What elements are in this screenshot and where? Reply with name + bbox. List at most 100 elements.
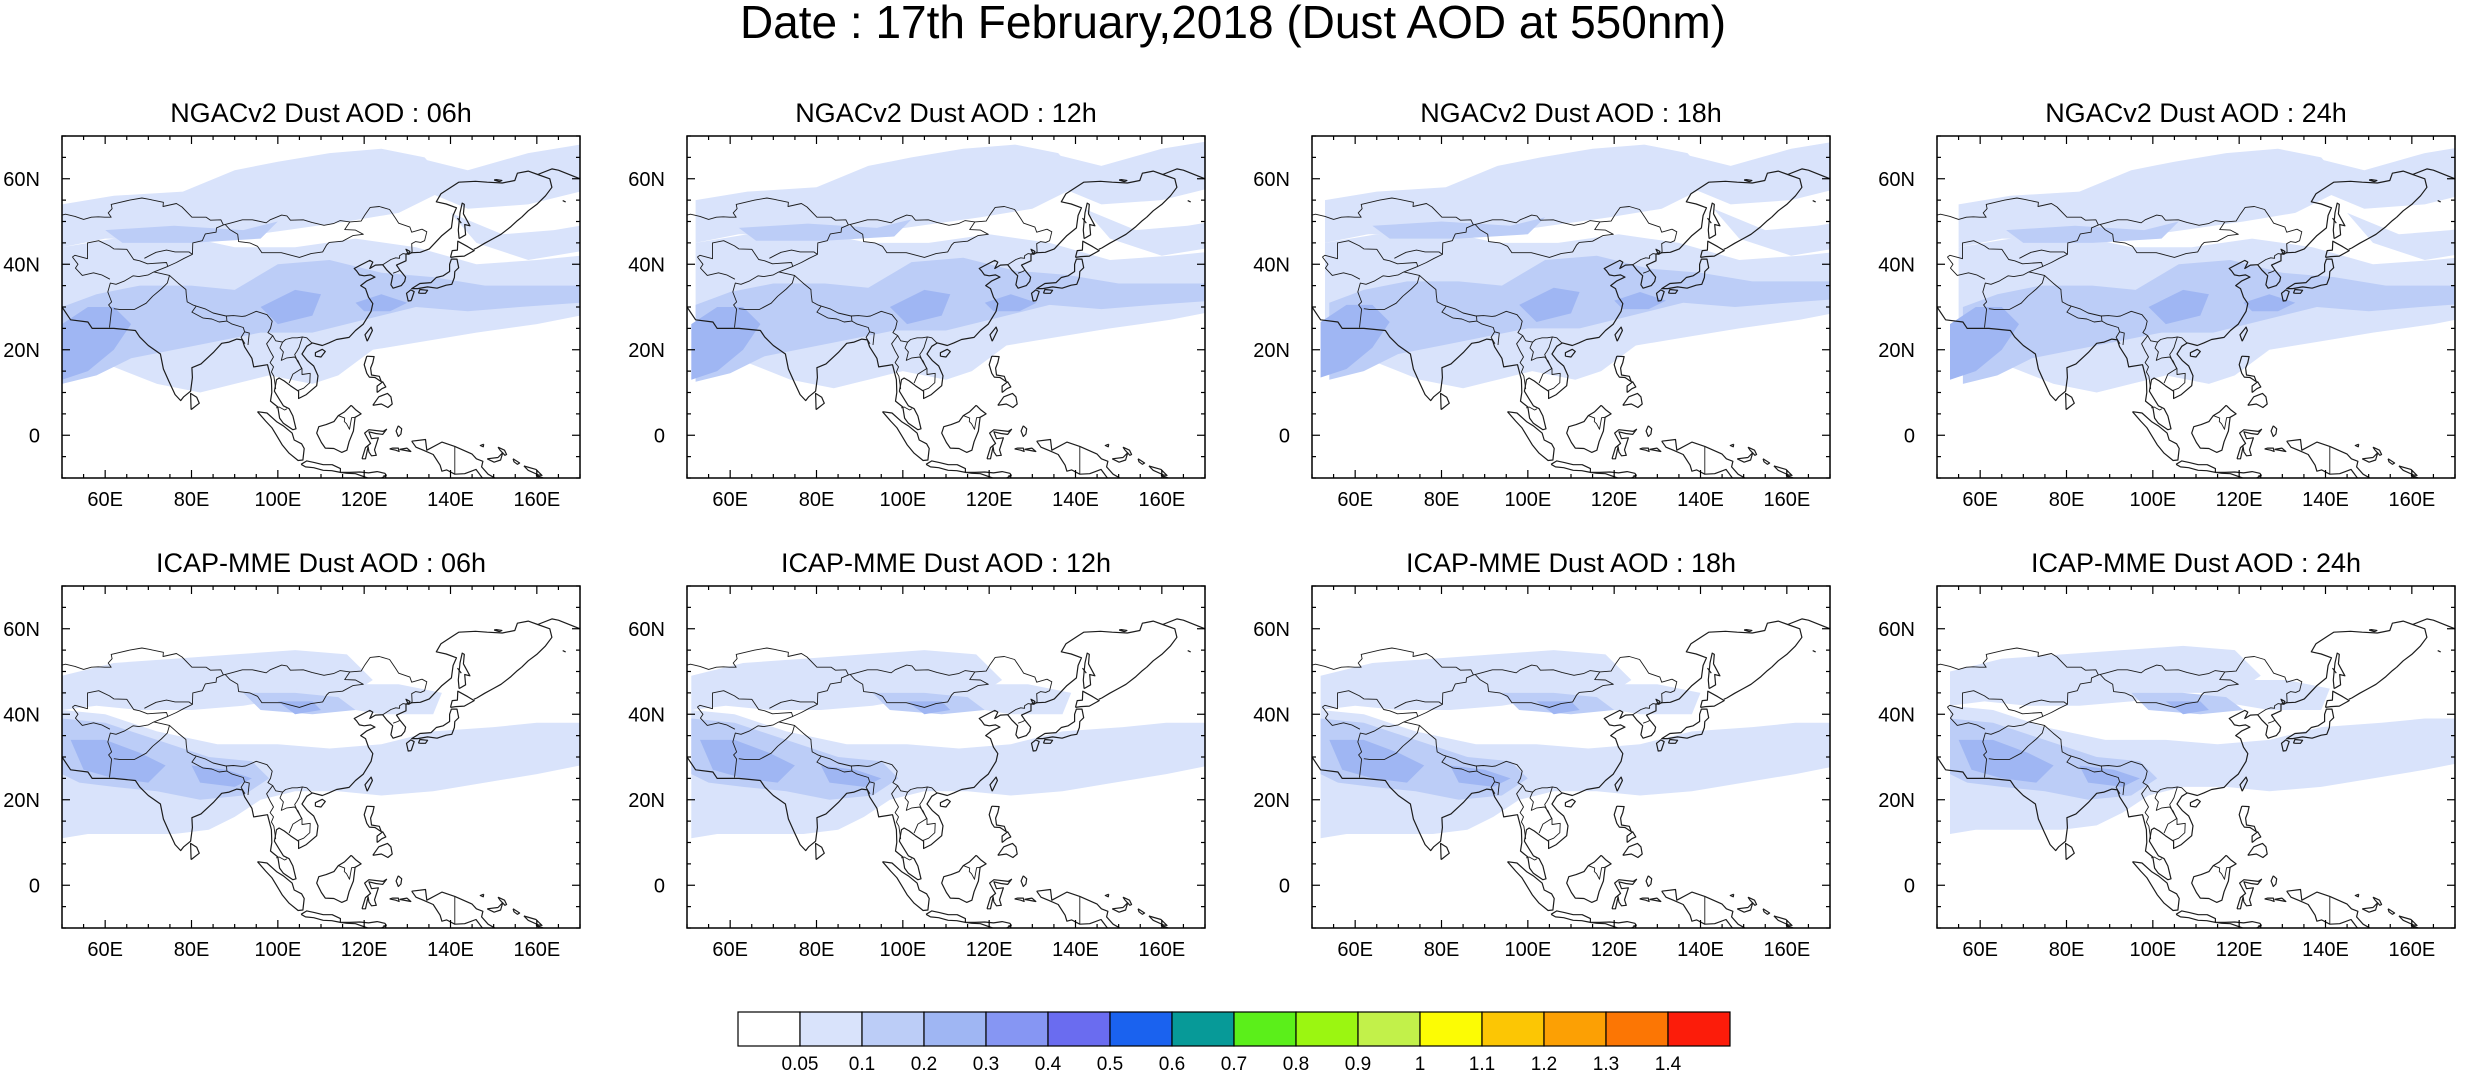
country-border xyxy=(2044,725,2188,794)
coastline xyxy=(479,893,485,898)
colorbar-label: 0.8 xyxy=(1283,1054,1309,1071)
coastline xyxy=(1122,446,1133,456)
colorbar-swatch xyxy=(1667,1011,1731,1047)
coastline xyxy=(1707,217,1712,224)
country-border xyxy=(2042,674,2099,717)
lat-tick-label: 0 xyxy=(29,425,40,447)
colorbar-swatch xyxy=(737,1011,801,1047)
lon-tick-label: 120E xyxy=(1591,939,1638,961)
coastline xyxy=(1137,458,1146,465)
country-border xyxy=(1419,275,1563,344)
coastline xyxy=(1042,288,1054,294)
coastline xyxy=(1613,355,1633,383)
country-border xyxy=(848,656,1053,705)
coastline xyxy=(1937,168,2455,431)
map-panel-2: 60E 80E 100E 120E 140E 160E 60N 40N 20N 0 NGACv2 D… xyxy=(628,98,1206,511)
coastline xyxy=(411,258,460,290)
coastline xyxy=(316,854,362,904)
coastline xyxy=(2247,842,2268,859)
coastline xyxy=(2286,708,2335,740)
country-border xyxy=(1494,331,1500,346)
aod-shade-strong xyxy=(260,289,321,325)
country-border xyxy=(1947,256,1986,280)
lon-tick-label: 140E xyxy=(1052,489,1099,511)
coastline xyxy=(497,446,508,456)
coastline xyxy=(1098,216,1148,250)
coastline xyxy=(2191,854,2237,904)
coastline xyxy=(1098,666,1148,700)
coastline xyxy=(389,447,400,453)
coastline xyxy=(523,915,543,927)
coastline xyxy=(473,666,523,700)
country-border xyxy=(72,690,169,723)
country-border xyxy=(1947,690,2044,723)
lon-tick-label: 140E xyxy=(1677,489,1724,511)
coastline xyxy=(2280,289,2290,302)
aod-shade-light xyxy=(2295,148,2455,209)
coastline xyxy=(941,404,987,453)
country-border xyxy=(792,224,849,267)
coastline xyxy=(190,842,200,861)
lon-tick-label: 160E xyxy=(2388,939,2435,961)
country-border xyxy=(1017,719,1026,724)
coastline xyxy=(939,798,951,808)
coastline xyxy=(372,392,393,409)
country-border xyxy=(792,674,849,717)
coastline xyxy=(1507,411,1555,462)
lat-tick-label: 40N xyxy=(628,704,665,726)
lon-tick-label: 100E xyxy=(1504,489,1551,511)
aod-shade-strong xyxy=(2148,289,2209,325)
country-border xyxy=(392,719,401,724)
country-border xyxy=(1947,240,2044,273)
aod-shade-light xyxy=(1032,141,1205,205)
coastline xyxy=(2251,831,2262,843)
coastline xyxy=(457,202,471,240)
country-border xyxy=(1937,197,2099,226)
country-border xyxy=(1982,271,2045,328)
coastline xyxy=(2132,411,2180,462)
colorbar-swatch xyxy=(1543,1011,1607,1047)
country-border xyxy=(2099,671,2239,708)
aod-shade-medium xyxy=(738,219,912,241)
lon-tick-label: 60E xyxy=(1962,489,1998,511)
coastline xyxy=(1030,698,1036,705)
lon-tick-label: 100E xyxy=(254,939,301,961)
coastline xyxy=(2286,438,2372,478)
coastline xyxy=(1566,404,1612,453)
coastline xyxy=(1771,173,1803,218)
country-border xyxy=(1007,253,1035,266)
coastline xyxy=(1645,425,1653,438)
coastline xyxy=(2439,481,2441,482)
coastline xyxy=(405,739,415,752)
aod-shade-medium xyxy=(1962,260,2455,384)
lat-tick-label: 20N xyxy=(3,790,40,812)
country-border xyxy=(223,206,428,255)
coastline xyxy=(1773,465,1793,476)
country-border xyxy=(1525,406,1538,411)
country-border xyxy=(2042,224,2099,267)
country-border xyxy=(275,856,288,861)
coastline xyxy=(1148,915,1168,927)
country-border xyxy=(1632,253,1660,266)
coastline xyxy=(1564,798,1576,808)
country-border xyxy=(226,320,246,345)
colorbar-label: 0.4 xyxy=(1035,1054,1062,1071)
aod-shade-strong xyxy=(700,739,795,783)
coastline xyxy=(1614,776,1624,792)
coastline xyxy=(1814,481,1816,482)
coastline xyxy=(1747,896,1758,906)
coastline xyxy=(395,425,403,438)
aod-field xyxy=(1950,148,2455,393)
coastline xyxy=(1785,474,1794,478)
aod-shade-light xyxy=(2347,212,2455,260)
lat-tick-label: 20N xyxy=(628,340,665,362)
country-border xyxy=(2019,699,2068,709)
coastline xyxy=(1655,698,1661,705)
lon-tick-label: 120E xyxy=(966,939,1013,961)
lat-tick-label: 60N xyxy=(628,169,665,191)
map-panel-6: 60E 80E 100E 120E 140E 160E 60N 40N 20N 0 ICAP-MME… xyxy=(628,548,1206,961)
coastline xyxy=(1812,650,1816,653)
country-border xyxy=(687,197,849,226)
colorbar-swatch xyxy=(1295,1011,1359,1047)
lat-tick-label: 20N xyxy=(1878,790,1915,812)
